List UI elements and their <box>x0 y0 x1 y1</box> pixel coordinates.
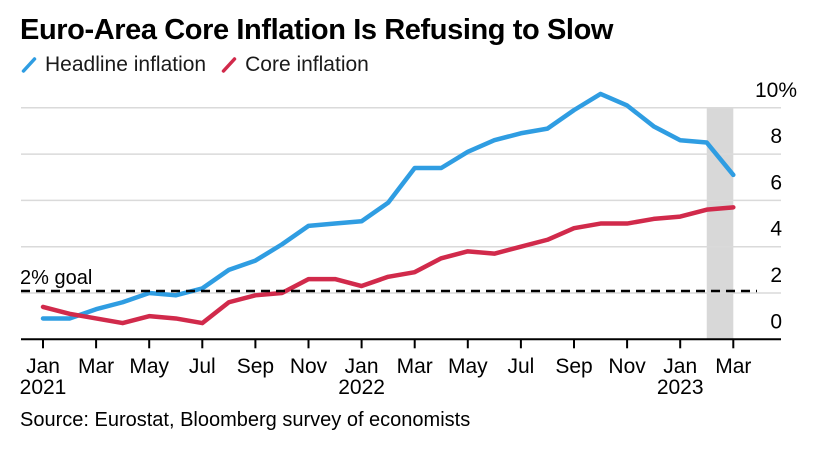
y-axis-label: 0 <box>770 310 782 333</box>
source-note: Source: Eurostat, Bloomberg survey of ec… <box>20 409 471 431</box>
legend-label-headline: Headline inflation <box>45 53 207 76</box>
x-axis-month-label: May <box>129 355 169 378</box>
core-inflation-line <box>40 205 736 326</box>
x-axis-month-label: Jan <box>345 355 379 378</box>
x-axis-month-label: Mar <box>715 355 751 378</box>
y-axis-label: 4 <box>770 218 782 241</box>
forecast-band <box>706 107 734 340</box>
legend-item-core: Core inflation <box>220 53 369 77</box>
headline-slash-icon <box>21 57 37 73</box>
chart-title: Euro-Area Core Inflation Is Refusing to … <box>20 14 614 46</box>
x-axis-year-label: 2022 <box>338 376 385 399</box>
headline-inflation-line <box>40 91 736 321</box>
x-axis-month-label: Mar <box>397 355 433 378</box>
goal-label: 2% goal <box>20 267 92 289</box>
x-axis-month-label: Sep <box>555 355 592 378</box>
x-axis-month-label: Jul <box>507 355 534 378</box>
x-axis-year-label: 2023 <box>657 376 704 399</box>
x-axis-month-label: Mar <box>78 355 114 378</box>
x-axis-month-label: Jan <box>26 355 60 378</box>
legend-label-core: Core inflation <box>245 53 369 76</box>
x-axis-month-label: Jan <box>663 355 697 378</box>
x-axis-month-label: Sep <box>237 355 274 378</box>
y-axis-label: 2 <box>770 264 782 287</box>
x-axis-month-label: Nov <box>290 355 328 378</box>
x-axis-month-label: May <box>448 355 488 378</box>
x-axis-year-label: 2021 <box>20 376 67 399</box>
x-axis-month-label: Jul <box>189 355 216 378</box>
legend-item-headline: Headline inflation <box>20 53 206 77</box>
legend: Headline inflation Core inflation <box>20 53 369 77</box>
y-axis-label: 8 <box>770 125 782 148</box>
y-axis-label: 6 <box>770 171 782 194</box>
y-axis-label: 10% <box>755 79 797 102</box>
core-slash-icon <box>221 57 237 73</box>
x-axis-month-label: Nov <box>608 355 646 378</box>
